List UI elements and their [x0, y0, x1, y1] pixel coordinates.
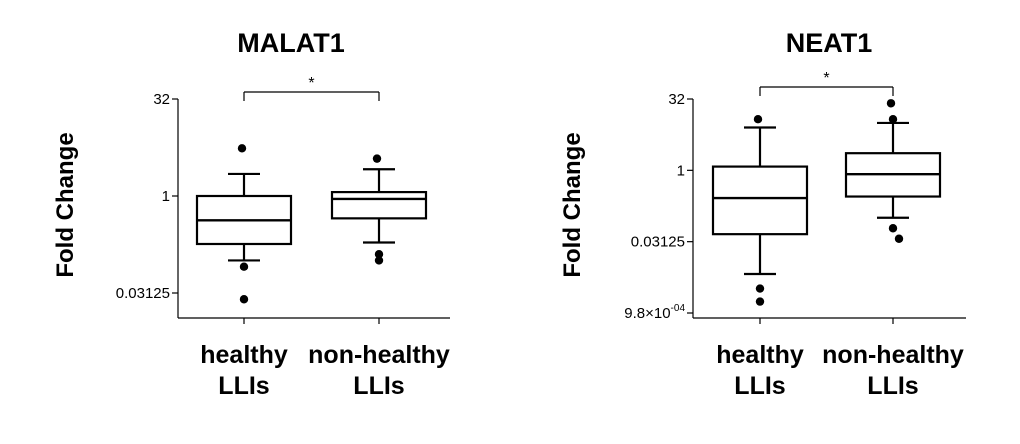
neat1-panel: NEAT1 Fold Change 32 1 0.03125 9.8×10-04 healt…	[559, 28, 966, 400]
chart-title: MALAT1	[237, 28, 345, 58]
outlier-point	[753, 114, 763, 124]
category-label: non-healthy	[822, 341, 964, 369]
iqr-box	[711, 165, 809, 236]
significance-bracket: *	[243, 75, 380, 101]
iqr-box	[330, 190, 428, 220]
y-tick-label: 1	[162, 188, 170, 205]
outlier-point	[374, 250, 384, 259]
category-label: non-healthy	[308, 341, 450, 369]
significance-bracket: *	[759, 70, 894, 96]
y-tick-label: 1	[677, 162, 685, 179]
category-label: LLIs	[867, 372, 918, 400]
y-tick-label: 32	[668, 91, 685, 108]
category-label: LLIs	[734, 372, 785, 400]
box-plot	[844, 99, 942, 243]
y-tick-label: 0.03125	[631, 234, 685, 251]
box-plot	[195, 144, 293, 304]
outlier-point	[894, 234, 904, 243]
category-label: healthy	[716, 341, 804, 369]
y-axis-label: Fold Change	[52, 132, 79, 277]
outlier-point	[239, 295, 249, 304]
category-label: LLIs	[353, 372, 404, 400]
y-axis-label: Fold Change	[559, 132, 586, 277]
outlier-point	[755, 284, 765, 293]
y-tick-label: 32	[153, 91, 170, 108]
chart-title: NEAT1	[786, 28, 873, 58]
box-plot	[711, 114, 809, 306]
category-label: LLIs	[218, 372, 269, 400]
significance-label: *	[823, 70, 829, 87]
y-tick-label: 0.03125	[116, 285, 170, 302]
outlier-point	[888, 224, 898, 233]
malat1-panel: MALAT1 Fold Change 32 1 0.03125 healthy LLIs no…	[52, 28, 450, 400]
significance-label: *	[308, 75, 314, 92]
outlier-point	[755, 297, 765, 306]
y-tick-label: 9.8×10-04	[624, 303, 685, 322]
outlier-point	[888, 114, 898, 124]
outlier-point	[237, 144, 247, 153]
box-plot	[330, 154, 428, 265]
outlier-point	[374, 256, 384, 265]
category-label: healthy	[200, 341, 288, 369]
outlier-point	[886, 99, 896, 108]
outlier-point	[239, 262, 249, 271]
outlier-point	[372, 154, 382, 163]
